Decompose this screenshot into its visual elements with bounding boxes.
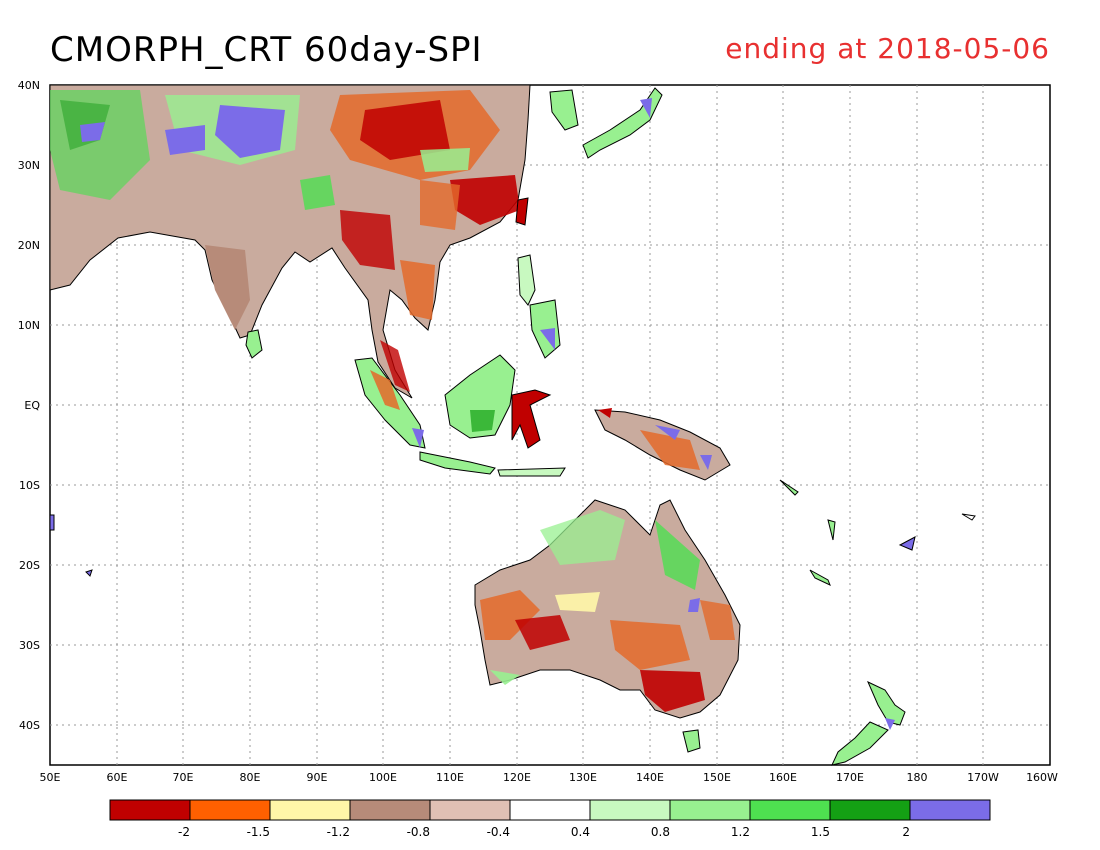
landmass-java: [419, 451, 566, 477]
colorbar-label: 0.4: [571, 825, 590, 839]
colorbar-label: -0.4: [487, 825, 510, 839]
lon-label: 100E: [369, 771, 397, 784]
colorbar-label: 1.5: [811, 825, 830, 839]
lat-label: 20N: [18, 239, 40, 252]
landmass-borneo: [444, 354, 516, 439]
lat-label: 40S: [19, 719, 40, 732]
landmass-new-zealand: [831, 680, 906, 766]
lon-label: 120E: [503, 771, 531, 784]
colorbar-swatch: [430, 800, 510, 820]
colorbar-label: -1.2: [327, 825, 350, 839]
map-date: ending at 2018-05-06: [725, 32, 1050, 65]
colorbar-outline: [109, 799, 991, 821]
lat-label: 10N: [18, 319, 40, 332]
colorbar-swatch: [110, 800, 190, 820]
colorbar-label: -0.8: [407, 825, 430, 839]
lon-label: 110E: [436, 771, 464, 784]
colorbar-label: 0.8: [651, 825, 670, 839]
lat-label: 10S: [19, 479, 40, 492]
colorbar-label: 1.2: [731, 825, 750, 839]
landmass-pacific-islands: [49, 479, 976, 586]
lon-label: 170E: [836, 771, 864, 784]
latitude-labels: 40N 30N 20N 10N EQ 10S 20S 30S 40S: [18, 79, 41, 732]
lon-label: 140E: [636, 771, 664, 784]
lat-label: 30S: [19, 639, 40, 652]
longitude-labels: 50E 60E 70E 80E 90E 100E 110E 120E 130E …: [40, 771, 1059, 784]
landmass-australia: [474, 499, 741, 719]
lat-label: 30N: [18, 159, 40, 172]
landmass-sulawesi: [511, 389, 552, 449]
landmass-japan: [549, 87, 663, 159]
lat-label: 20S: [19, 559, 40, 572]
colorbar-swatch: [510, 800, 590, 820]
colorbar-swatch: [750, 800, 830, 820]
lon-label: 60E: [107, 771, 128, 784]
lon-label: 180: [907, 771, 928, 784]
lat-label: 40N: [18, 79, 40, 92]
lon-label: 150E: [703, 771, 731, 784]
lat-label: EQ: [24, 399, 40, 412]
colorbar: -2 -1.5 -1.2 -0.8 -0.4 0.4 0.8 1.2 1.5 2: [109, 799, 991, 839]
landmass-philippines: [517, 254, 561, 359]
lon-label: 80E: [240, 771, 261, 784]
colorbar-label: -2: [178, 825, 190, 839]
lon-label: 90E: [307, 771, 328, 784]
lon-label: 170W: [967, 771, 999, 784]
lon-label: 130E: [569, 771, 597, 784]
colorbar-label: 2: [902, 825, 910, 839]
colorbar-swatch: [830, 800, 910, 820]
landmass-sumatra: [354, 357, 426, 449]
lon-label: 160E: [769, 771, 797, 784]
landmass-taiwan: [515, 197, 529, 226]
landmass-new-guinea: [594, 408, 731, 481]
colorbar-swatch: [350, 800, 430, 820]
colorbar-swatch: [190, 800, 270, 820]
colorbar-swatch: [590, 800, 670, 820]
lon-label: 160W: [1026, 771, 1058, 784]
lon-label: 70E: [173, 771, 194, 784]
colorbar-swatch: [670, 800, 750, 820]
colorbar-swatch: [270, 800, 350, 820]
landmass-asia: [49, 84, 531, 399]
lon-label: 50E: [40, 771, 61, 784]
landmass-sri-lanka: [245, 329, 263, 359]
landmass-tasmania: [682, 729, 701, 753]
colorbar-label: -1.5: [247, 825, 270, 839]
colorbar-swatch: [910, 800, 990, 820]
map-title: CMORPH_CRT 60day-SPI: [50, 30, 483, 70]
